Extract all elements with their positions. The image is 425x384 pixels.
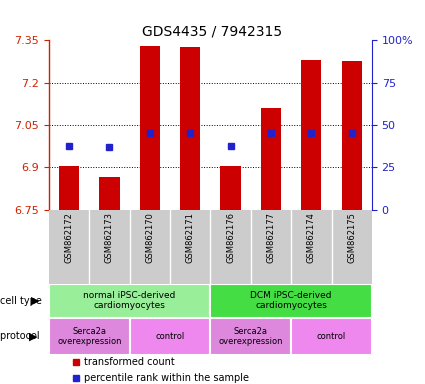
Bar	[180, 47, 200, 210]
Text: GSM862175: GSM862175	[347, 212, 356, 263]
Bar	[301, 60, 321, 210]
Text: GSM862176: GSM862176	[226, 212, 235, 263]
Text: GSM862174: GSM862174	[307, 212, 316, 263]
Bar	[130, 318, 210, 355]
Text: Serca2a
overexpression: Serca2a overexpression	[57, 327, 122, 346]
Bar	[210, 283, 372, 318]
Text: percentile rank within the sample: percentile rank within the sample	[85, 373, 249, 383]
Bar	[49, 318, 130, 355]
Text: ▶: ▶	[31, 296, 40, 306]
Bar	[59, 166, 79, 210]
Text: ▶: ▶	[28, 331, 37, 341]
Bar	[49, 283, 210, 318]
Text: DCM iPSC-derived
cardiomyocytes: DCM iPSC-derived cardiomyocytes	[250, 291, 332, 310]
Text: control: control	[317, 332, 346, 341]
Bar	[140, 46, 160, 210]
Text: GDS4435 / 7942315: GDS4435 / 7942315	[142, 25, 283, 38]
Text: GSM862171: GSM862171	[186, 212, 195, 263]
Text: control: control	[156, 332, 184, 341]
Bar	[210, 318, 291, 355]
Bar	[99, 177, 119, 210]
Text: GSM862177: GSM862177	[266, 212, 275, 263]
Text: GSM862172: GSM862172	[65, 212, 74, 263]
Text: normal iPSC-derived
cardiomyocytes: normal iPSC-derived cardiomyocytes	[83, 291, 176, 310]
Text: GSM862170: GSM862170	[145, 212, 154, 263]
Text: protocol: protocol	[0, 331, 43, 341]
Bar	[291, 318, 372, 355]
Text: cell type: cell type	[0, 296, 45, 306]
Bar	[221, 166, 241, 210]
Text: GSM862173: GSM862173	[105, 212, 114, 263]
Text: transformed count: transformed count	[85, 357, 175, 367]
Bar	[261, 108, 281, 210]
Bar	[342, 61, 362, 210]
Text: Serca2a
overexpression: Serca2a overexpression	[218, 327, 283, 346]
